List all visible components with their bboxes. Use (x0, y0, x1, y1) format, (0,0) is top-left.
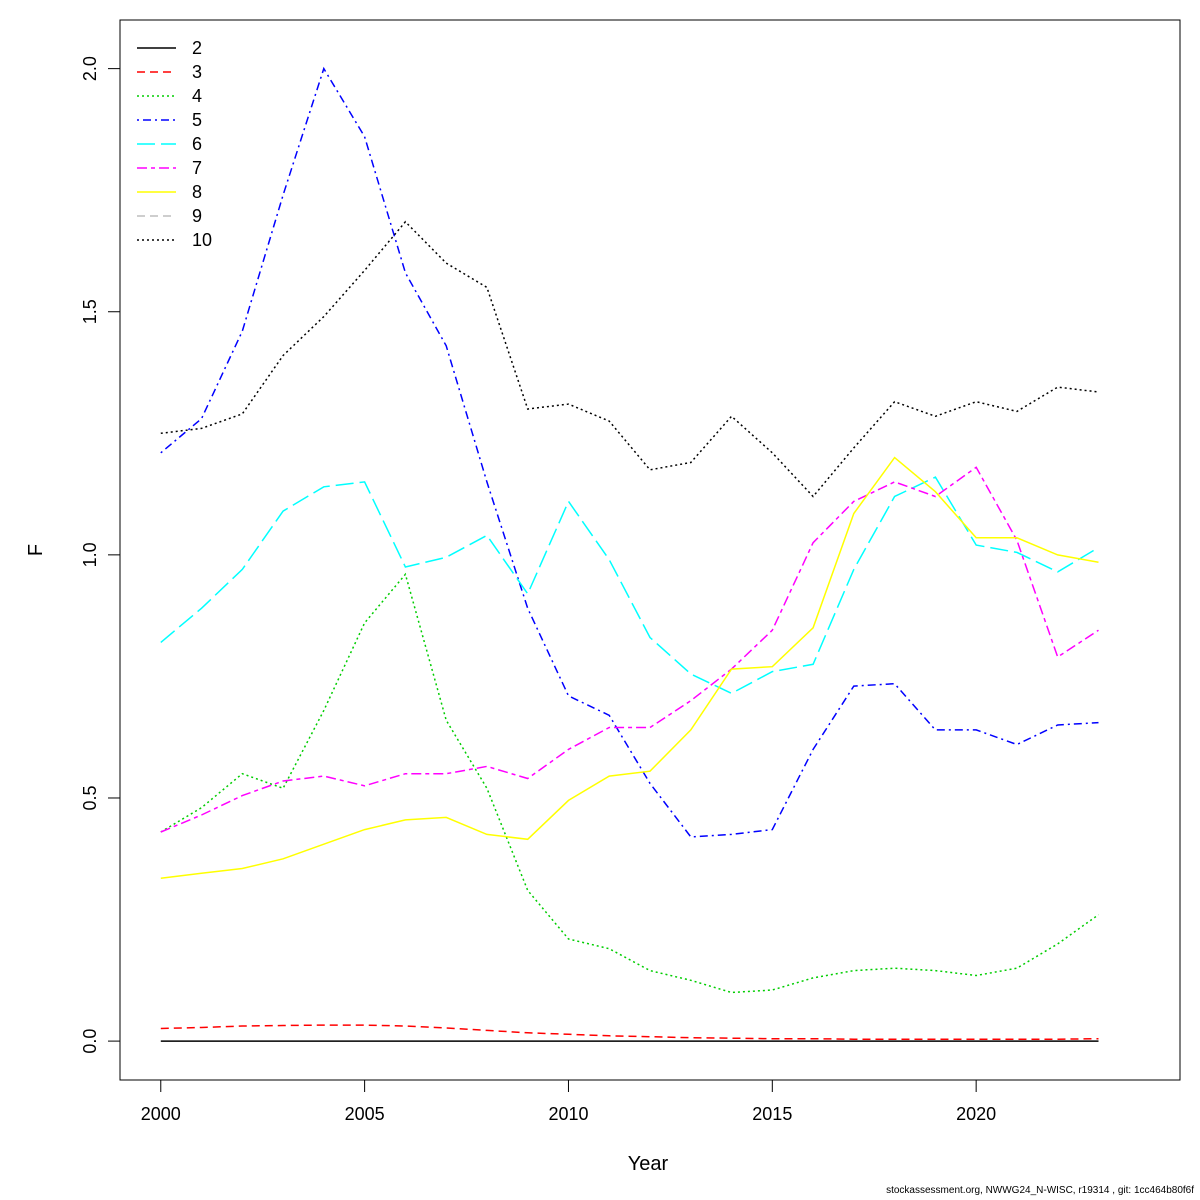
legend-label-3: 3 (192, 62, 202, 82)
legend-label-9: 9 (192, 206, 202, 226)
x-tick-label: 2010 (548, 1104, 588, 1124)
legend-label-5: 5 (192, 110, 202, 130)
legend-label-6: 6 (192, 134, 202, 154)
legend: 2 3 4 5 6 7 8 9 10 (137, 38, 212, 250)
y-tick-label: 1.0 (80, 542, 100, 567)
x-axis-title: Year (628, 1153, 669, 1175)
series-line-4 (160, 572, 1099, 994)
series-line-6 (160, 476, 1099, 695)
x-axis: 2000 2005 2010 2015 2020 (141, 1079, 996, 1124)
y-tick-label: 1.5 (80, 299, 100, 324)
legend-label-7: 7 (192, 158, 202, 178)
series-line-10 (160, 220, 1099, 498)
x-tick-label: 2000 (141, 1104, 181, 1124)
series-line-7 (160, 466, 1099, 833)
y-axis: 0.0 0.5 1.0 1.5 2.0 (80, 56, 121, 1054)
x-tick-label: 2020 (956, 1104, 996, 1124)
x-tick-label: 2005 (345, 1104, 385, 1124)
series-line-8 (160, 456, 1099, 879)
y-tick-label: 0.5 (80, 785, 100, 810)
footer-credit: stockassessment.org, NWWG24_N-WISC, r193… (886, 1185, 1194, 1196)
series-line-5 (160, 66, 1099, 838)
y-tick-label: 2.0 (80, 56, 100, 81)
y-tick-label: 0.0 (80, 1029, 100, 1054)
legend-label-8: 8 (192, 182, 202, 202)
legend-label-2: 2 (192, 38, 202, 58)
series-line-3 (160, 1024, 1099, 1040)
legend-label-4: 4 (192, 86, 202, 106)
series-layer (160, 66, 1099, 1042)
legend-label-10: 10 (192, 230, 212, 250)
x-tick-label: 2015 (752, 1104, 792, 1124)
y-axis-title: F (25, 544, 47, 556)
